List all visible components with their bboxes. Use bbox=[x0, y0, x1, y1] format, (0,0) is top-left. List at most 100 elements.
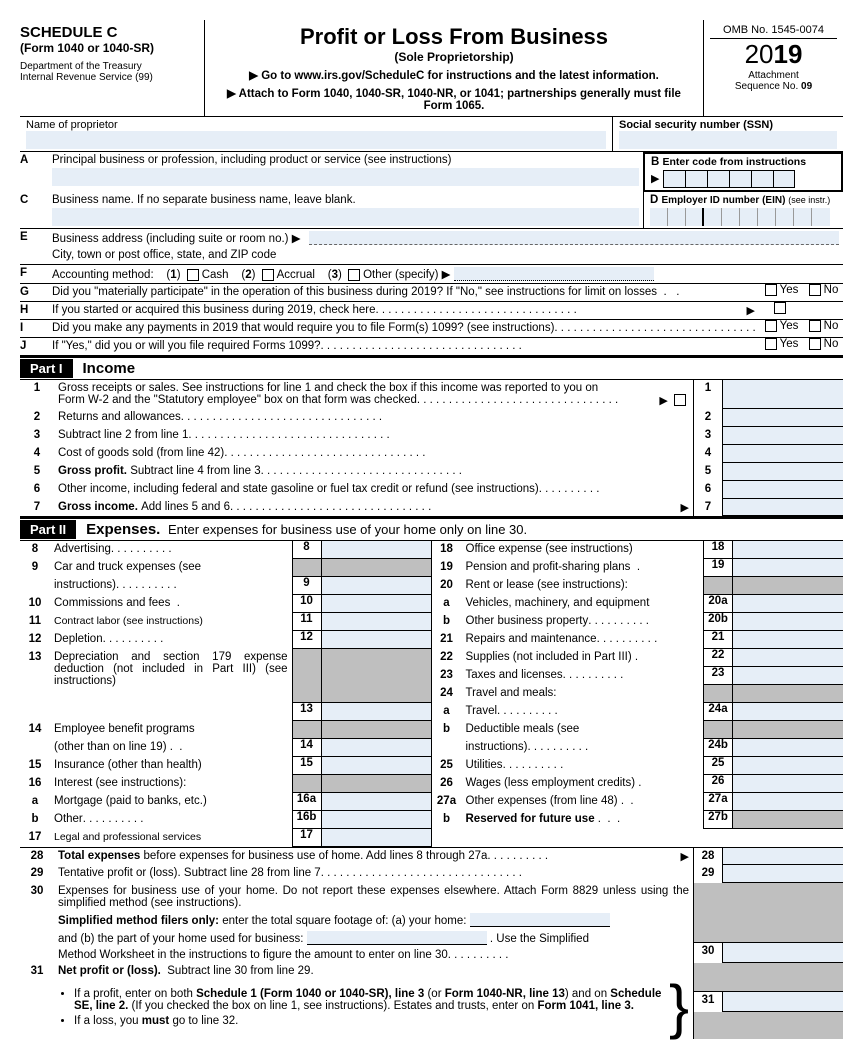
proprietor-name-input[interactable] bbox=[26, 131, 606, 149]
line-15-amount[interactable] bbox=[322, 757, 432, 775]
line-7-amount[interactable] bbox=[723, 499, 843, 516]
line-20b-amount[interactable] bbox=[733, 613, 843, 631]
line-b-box: B Enter code from instructions ▶ bbox=[643, 152, 843, 192]
expenses-left-col: 8Advertising8 9Car and truck expenses (s… bbox=[20, 541, 432, 847]
line-24b-amount[interactable] bbox=[733, 739, 843, 757]
part2-label: Part II bbox=[20, 520, 76, 539]
part1-title: Income bbox=[73, 358, 146, 379]
part2-header: Part II Expenses. Enter expenses for bus… bbox=[20, 517, 843, 541]
line-30-amount[interactable] bbox=[723, 943, 843, 963]
line-2-amount[interactable] bbox=[723, 409, 843, 427]
line-1-amount[interactable] bbox=[723, 380, 843, 409]
arrow-icon: ▶ bbox=[747, 304, 755, 317]
line-23-amount[interactable] bbox=[733, 667, 843, 685]
line-25-amount[interactable] bbox=[733, 757, 843, 775]
goto-line: ▶ Go to www.irs.gov/ScheduleC for instru… bbox=[213, 68, 695, 82]
ssn-input[interactable] bbox=[619, 131, 837, 149]
code-boxes[interactable] bbox=[663, 170, 795, 188]
line-h-row: H If you started or acquired this busine… bbox=[20, 302, 843, 320]
proprietor-name-label: Name of proprietor bbox=[26, 119, 606, 131]
checkbox-statutory[interactable] bbox=[674, 394, 686, 406]
line-8-amount[interactable] bbox=[322, 541, 432, 559]
dept-line1: Department of the Treasury bbox=[20, 61, 198, 72]
line-13-amount[interactable] bbox=[322, 703, 432, 721]
line-17-amount[interactable] bbox=[322, 829, 432, 847]
line-a-text: Principal business or profession, includ… bbox=[48, 152, 643, 188]
line-c-input[interactable] bbox=[52, 208, 639, 226]
main-title: Profit or Loss From Business bbox=[213, 24, 695, 50]
line-f-other-input[interactable] bbox=[454, 267, 654, 281]
checkbox-j-yes[interactable] bbox=[765, 338, 777, 350]
line-29-amount[interactable] bbox=[723, 865, 843, 883]
line-e1-input[interactable] bbox=[309, 231, 839, 245]
line-5-amount[interactable] bbox=[723, 463, 843, 481]
line-19-amount[interactable] bbox=[733, 559, 843, 577]
line-d-label: D Employer ID number (EIN) (see instr.) bbox=[650, 194, 837, 206]
line-3-amount[interactable] bbox=[723, 427, 843, 445]
line-f-text: Accounting method: (1) Cash (2) Accrual … bbox=[48, 265, 843, 283]
checkbox-g-no[interactable] bbox=[809, 284, 821, 296]
line-6-amount[interactable] bbox=[723, 481, 843, 499]
line-28-amount[interactable] bbox=[723, 848, 843, 865]
line-20a-amount[interactable] bbox=[733, 595, 843, 613]
ssn-cell: Social security number (SSN) bbox=[613, 117, 843, 151]
form-schedule-c: SCHEDULE C (Form 1040 or 1040-SR) Depart… bbox=[20, 20, 843, 1039]
checkbox-cash[interactable] bbox=[187, 269, 199, 281]
line-22-amount[interactable] bbox=[733, 649, 843, 667]
line-7-row: 7 Gross income. Add lines 5 and 6▶ 7 bbox=[20, 499, 843, 517]
line-6-row: 6 Other income, including federal and st… bbox=[20, 481, 843, 499]
line-12-amount[interactable] bbox=[322, 631, 432, 649]
header-left: SCHEDULE C (Form 1040 or 1040-SR) Depart… bbox=[20, 20, 205, 116]
line-26-amount[interactable] bbox=[733, 775, 843, 793]
part1-label: Part I bbox=[20, 359, 73, 378]
line-9-amount[interactable] bbox=[322, 577, 432, 595]
omb-number: OMB No. 1545-0074 bbox=[710, 24, 837, 39]
line-4-row: 4 Cost of goods sold (from line 42) 4 bbox=[20, 445, 843, 463]
line-16b-amount[interactable] bbox=[322, 811, 432, 829]
checkbox-i-no[interactable] bbox=[809, 320, 821, 332]
checkbox-h[interactable] bbox=[774, 302, 786, 314]
line-10-amount[interactable] bbox=[322, 595, 432, 613]
line-e-letter: E bbox=[20, 229, 48, 245]
dept-line2: Internal Revenue Service (99) bbox=[20, 72, 198, 83]
checkbox-accrual[interactable] bbox=[262, 269, 274, 281]
part1-header: Part I Income bbox=[20, 356, 843, 380]
line-27b-reserved bbox=[733, 811, 843, 829]
line-a-letter: A bbox=[20, 152, 48, 168]
line-30-business-sqft[interactable] bbox=[307, 931, 487, 945]
line-f-letter: F bbox=[20, 265, 48, 281]
line-g-row: G Did you "materially participate" in th… bbox=[20, 284, 843, 302]
line-16a-amount[interactable] bbox=[322, 793, 432, 811]
line-3-row: 3 Subtract line 2 from line 1 3 bbox=[20, 427, 843, 445]
line-27a-amount[interactable] bbox=[733, 793, 843, 811]
line-21-amount[interactable] bbox=[733, 631, 843, 649]
proprietor-row: Name of proprietor Social security numbe… bbox=[20, 117, 843, 152]
line-11-amount[interactable] bbox=[322, 613, 432, 631]
checkbox-other[interactable] bbox=[348, 269, 360, 281]
checkbox-j-no[interactable] bbox=[809, 338, 821, 350]
expenses-right-col: 18Office expense (see instructions)18 19… bbox=[432, 541, 844, 847]
line-18-amount[interactable] bbox=[733, 541, 843, 559]
line-30-home-sqft[interactable] bbox=[470, 913, 610, 927]
form-header: SCHEDULE C (Form 1040 or 1040-SR) Depart… bbox=[20, 20, 843, 117]
line-31-row: 31 Net profit or (loss). Subtract line 3… bbox=[20, 963, 843, 1039]
header-center: Profit or Loss From Business (Sole Propr… bbox=[205, 20, 703, 116]
line-29-row: 29 Tentative profit or (loss). Subtract … bbox=[20, 865, 843, 883]
line-5-row: 5 Gross profit. Subtract line 4 from lin… bbox=[20, 463, 843, 481]
schedule-title: SCHEDULE C bbox=[20, 24, 198, 41]
line-14-amount[interactable] bbox=[322, 739, 432, 757]
header-right: OMB No. 1545-0074 2019 Attachment Sequen… bbox=[703, 20, 843, 116]
checkbox-g-yes[interactable] bbox=[765, 284, 777, 296]
line-24a-amount[interactable] bbox=[733, 703, 843, 721]
line-31-amount[interactable] bbox=[723, 992, 843, 1012]
checkbox-i-yes[interactable] bbox=[765, 320, 777, 332]
ssn-label: Social security number (SSN) bbox=[619, 119, 837, 131]
line-f-row: F Accounting method: (1) Cash (2) Accrua… bbox=[20, 265, 843, 284]
line-a-row: A Principal business or profession, incl… bbox=[20, 152, 843, 192]
line-4-amount[interactable] bbox=[723, 445, 843, 463]
line-a-input[interactable] bbox=[52, 168, 639, 186]
line-c-letter: C bbox=[20, 192, 48, 208]
ein-input[interactable] bbox=[650, 208, 837, 226]
tax-year: 2019 bbox=[710, 39, 837, 70]
year-prefix: 20 bbox=[745, 39, 774, 69]
